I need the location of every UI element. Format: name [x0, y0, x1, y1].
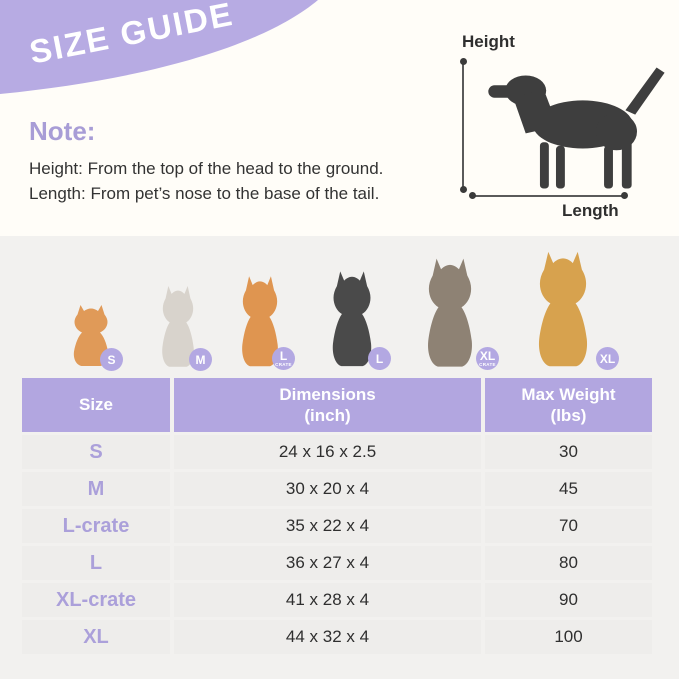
cell-max-weight: 70 — [485, 509, 652, 543]
cell-max-weight: 100 — [485, 620, 652, 654]
measure-dot — [469, 192, 476, 199]
measure-dot — [460, 58, 467, 65]
size-badge-l: L — [368, 347, 391, 370]
length-measure-line — [472, 195, 624, 197]
badge-letter: S — [107, 352, 116, 367]
cell-dimensions: 41 x 28 x 4 — [174, 583, 481, 617]
dog-photo-australian-shepherd — [418, 256, 482, 371]
size-badge-xl-crate: XL CRATE — [476, 347, 499, 370]
cell-size: L — [22, 546, 170, 580]
cell-max-weight: 90 — [485, 583, 652, 617]
table-header-max-weight: Max Weight (lbs) — [485, 378, 652, 432]
table-header-dimensions: Dimensions (inch) — [174, 378, 481, 432]
height-label: Height — [462, 32, 515, 51]
cell-size: XL — [22, 620, 170, 654]
badge-letter: L — [375, 351, 384, 366]
cell-size: L-crate — [22, 509, 170, 543]
note-heading: Note: — [29, 116, 96, 146]
cell-size: M — [22, 472, 170, 506]
badge-sublabel: CRATE — [275, 361, 292, 367]
size-badge-xl: XL — [596, 347, 619, 370]
badge-letter: L — [279, 348, 288, 363]
cell-dimensions: 24 x 16 x 2.5 — [174, 435, 481, 469]
size-badge-m: M — [189, 348, 212, 371]
cell-max-weight: 80 — [485, 546, 652, 580]
cell-size: S — [22, 435, 170, 469]
cell-max-weight: 45 — [485, 472, 652, 506]
height-measure-line — [462, 61, 464, 189]
cell-dimensions: 30 x 20 x 4 — [174, 472, 481, 506]
dog-photo-golden-retriever — [528, 249, 598, 371]
header-line: Max Weight — [521, 384, 616, 404]
cell-max-weight: 30 — [485, 435, 652, 469]
badge-letter: XL — [599, 351, 616, 366]
cell-dimensions: 44 x 32 x 4 — [174, 620, 481, 654]
header-line: Size — [78, 395, 114, 415]
size-badge-s: S — [100, 348, 123, 371]
note-line-height: Height: From the top of the head to the … — [29, 159, 384, 178]
cell-dimensions: 36 x 27 x 4 — [174, 546, 481, 580]
banner-shape — [0, 0, 318, 94]
measurement-diagram: Height Length — [450, 15, 670, 227]
measure-dot — [621, 192, 628, 199]
table-header-size: Size — [22, 378, 170, 432]
length-label: Length — [562, 201, 619, 220]
cell-size: XL-crate — [22, 583, 170, 617]
size-table: Size Dimensions (inch) Max Weight (lbs) … — [22, 378, 652, 654]
badge-letter: XL — [479, 348, 496, 363]
note-block: Note: Height: From the top of the head t… — [29, 116, 449, 206]
cell-dimensions: 35 x 22 x 4 — [174, 509, 481, 543]
header-line: (lbs) — [550, 406, 587, 425]
note-line-length: Length: From pet’s nose to the base of t… — [29, 183, 380, 203]
header-line: (inch) — [304, 406, 351, 425]
header-line: Dimensions — [279, 384, 376, 404]
measure-dot — [460, 186, 467, 193]
dog-silhouette-icon — [488, 67, 665, 189]
badge-sublabel: CRATE — [479, 361, 496, 367]
size-badge-l-crate: L CRATE — [272, 347, 295, 370]
badge-letter: M — [195, 352, 206, 367]
